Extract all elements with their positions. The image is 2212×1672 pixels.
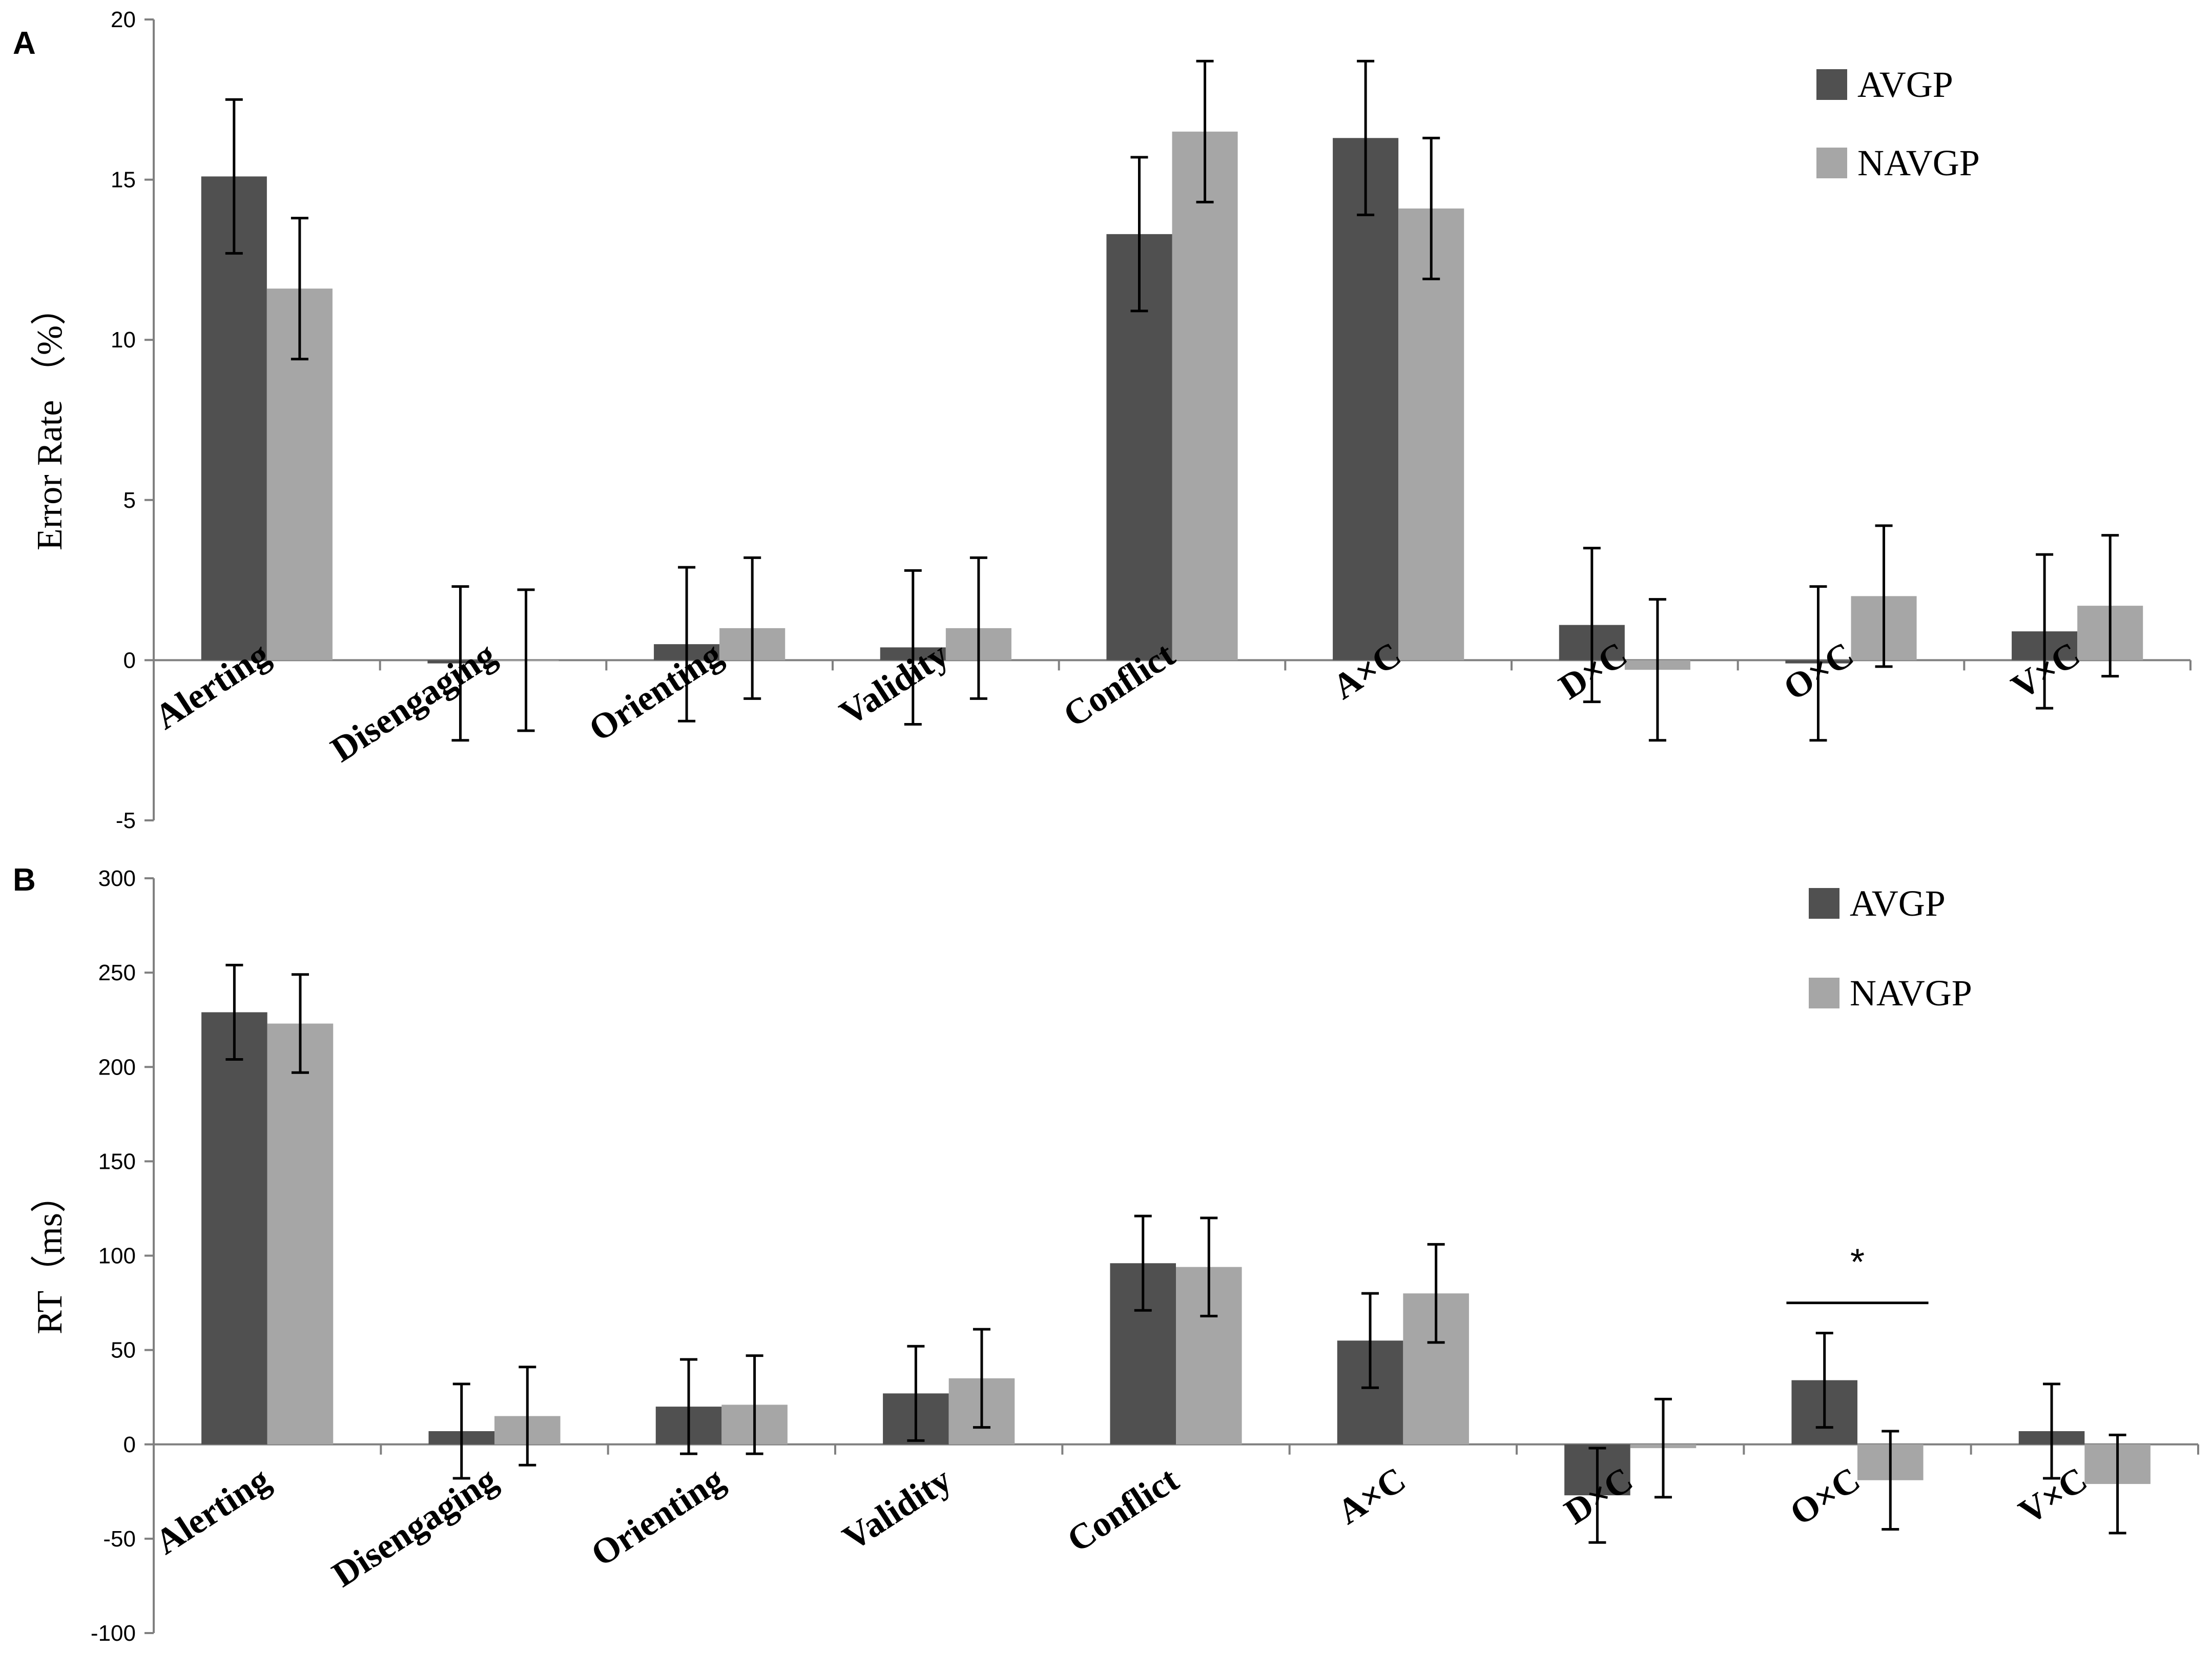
- error-bar-navgp-alerting: [291, 973, 309, 1074]
- error-bar-avgp-vxc: [2036, 553, 2054, 710]
- bar-avgp-alerting: [201, 176, 267, 660]
- category-label-vxc: V×C: [2012, 1460, 2094, 1532]
- legend-entry-avgp: AVGP: [1809, 883, 1946, 924]
- panel-letter: A: [13, 26, 36, 61]
- error-bar-avgp-dxc: [1583, 547, 1601, 704]
- error-bar-navgp-disengaging: [519, 1366, 536, 1467]
- error-bar-avgp-conflict: [1134, 1214, 1152, 1312]
- y-tick-label: -100: [91, 1621, 136, 1646]
- y-tick-label: 200: [98, 1055, 136, 1080]
- y-axis-title: RT（ms）: [30, 1177, 70, 1334]
- chart-panel-b: B -100 -50 0 50 100 150 200 250 300 RT（ms） Alerting…: [13, 862, 2199, 1646]
- category-label-orienting: Orienting: [585, 1460, 732, 1574]
- y-tick-label: 50: [111, 1338, 136, 1363]
- y-tick-label: 5: [123, 488, 136, 513]
- error-bar-avgp-validity: [904, 569, 922, 726]
- bar-avgp-axc: [1333, 138, 1399, 660]
- error-bar-navgp-orienting: [743, 556, 761, 700]
- error-bar-navgp-axc: [1427, 1243, 1445, 1344]
- y-tick-label: 15: [111, 168, 136, 193]
- error-bar-navgp-axc: [1422, 136, 1440, 280]
- error-bar-navgp-validity: [973, 1328, 990, 1429]
- category-label-conflict: Conflict: [1061, 1460, 1186, 1560]
- category-label-disengaging: Disengaging: [325, 1460, 504, 1595]
- error-bar-navgp-validity: [969, 556, 987, 700]
- error-bar-navgp-vxc: [2108, 1433, 2126, 1535]
- legend-swatch: [1816, 148, 1847, 178]
- y-axis-title: Error Rate （%）: [30, 290, 70, 550]
- error-bar-navgp-conflict: [1200, 1216, 1218, 1317]
- y-tick-label: 0: [123, 648, 136, 673]
- category-label-disengaging: Disengaging: [324, 635, 503, 770]
- error-bar-navgp-dxc: [1648, 598, 1666, 742]
- error-bar-avgp-axc: [1357, 59, 1375, 216]
- error-bar-avgp-orienting: [680, 1358, 698, 1455]
- error-bar-avgp-alerting: [225, 98, 243, 255]
- y-tick-label: 0: [123, 1432, 136, 1457]
- error-bar-navgp-dxc: [1654, 1397, 1672, 1499]
- legend-label: AVGP: [1857, 64, 1953, 105]
- legend-label: AVGP: [1850, 883, 1946, 924]
- y-tick-label: 300: [98, 866, 136, 891]
- legend-entry-avgp: AVGP: [1816, 64, 1953, 105]
- y-tick-label: 250: [98, 960, 136, 985]
- error-bar-avgp-conflict: [1130, 156, 1148, 313]
- bar-navgp-alerting: [267, 1023, 334, 1444]
- error-bar-navgp-conflict: [1196, 59, 1214, 203]
- bar-avgp-alerting: [201, 1012, 267, 1444]
- error-bar-avgp-orienting: [678, 566, 696, 723]
- legend-label: NAVGP: [1857, 142, 1980, 183]
- y-tick-label: -50: [103, 1526, 136, 1552]
- y-tick-label: 150: [98, 1149, 136, 1174]
- legend-swatch: [1816, 69, 1847, 100]
- panel-letter: B: [13, 862, 36, 898]
- error-bar-avgp-vxc: [2043, 1382, 2061, 1480]
- y-tick-label: 10: [111, 327, 136, 353]
- category-label-oxc: O×C: [1783, 1460, 1867, 1533]
- error-bar-navgp-orienting: [746, 1354, 763, 1455]
- error-bar-avgp-oxc: [1809, 585, 1827, 742]
- legend-label: NAVGP: [1850, 973, 1972, 1014]
- significance-star: *: [1850, 1242, 1865, 1283]
- error-bar-avgp-disengaging: [452, 1382, 470, 1480]
- error-bar-avgp-dxc: [1588, 1447, 1606, 1544]
- y-tick-label: -5: [116, 808, 136, 833]
- error-bar-navgp-disengaging: [517, 588, 535, 732]
- legend-entry-navgp: NAVGP: [1809, 973, 1972, 1014]
- error-bar-avgp-disengaging: [451, 585, 469, 742]
- error-bar-navgp-vxc: [2101, 534, 2119, 678]
- error-bar-navgp-oxc: [1882, 1430, 1899, 1531]
- error-bar-avgp-oxc: [1815, 1331, 1833, 1429]
- category-label-validity: Validity: [836, 1460, 959, 1558]
- bar-navgp-axc: [1398, 208, 1464, 660]
- error-bar-avgp-axc: [1361, 1292, 1379, 1389]
- legend-swatch: [1809, 978, 1839, 1008]
- error-bar-navgp-alerting: [291, 217, 308, 361]
- error-bar-avgp-alerting: [225, 963, 243, 1061]
- y-tick-label: 20: [111, 7, 136, 32]
- error-bar-avgp-validity: [907, 1345, 925, 1442]
- bar-navgp-conflict: [1172, 131, 1238, 660]
- error-bar-navgp-oxc: [1875, 524, 1893, 668]
- y-tick-label: 100: [98, 1244, 136, 1269]
- category-label-alerting: Alerting: [149, 1460, 277, 1562]
- legend-entry-navgp: NAVGP: [1816, 142, 1980, 183]
- legend-swatch: [1809, 888, 1839, 919]
- category-label-axc: A×C: [1331, 1460, 1413, 1532]
